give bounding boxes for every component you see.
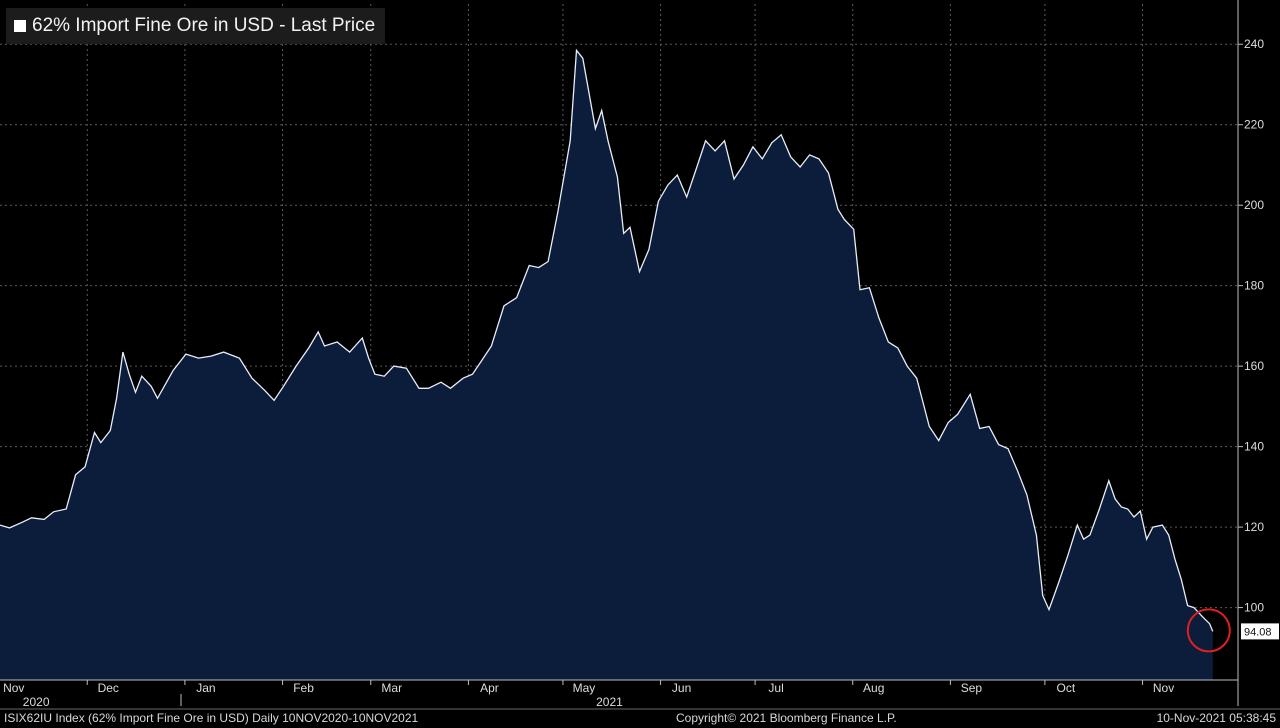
y-tick-label: 160 (1244, 359, 1264, 373)
x-tick-label: Dec (98, 681, 119, 695)
x-tick-label: Feb (293, 681, 314, 695)
x-tick-label: Aug (863, 681, 884, 695)
last-price-badge (1241, 623, 1279, 640)
highlight-circle (1186, 608, 1231, 653)
y-tick-label: 100 (1244, 601, 1264, 615)
y-tick-label: 240 (1244, 37, 1264, 51)
footer-index-info: ISIX62IU Index (62% Import Fine Ore in U… (4, 711, 419, 725)
y-tick-label: 220 (1244, 118, 1264, 132)
y-axis-ticks: 100 120 140 160 180 200 220 240 (1238, 37, 1264, 615)
x-tick-label: Nov (1153, 681, 1174, 695)
price-line (0, 48, 1214, 632)
footer-timestamp: 10-Nov-2021 05:38:45 (1156, 711, 1276, 725)
x-year-label: 2021 (596, 695, 623, 709)
y-tick-label: 120 (1244, 520, 1264, 534)
x-tick-label: Jun (672, 681, 691, 695)
price-area (0, 50, 1213, 681)
x-tick-label: Mar (381, 681, 402, 695)
x-tick-label: Jan (196, 681, 215, 695)
x-tick-label: Apr (480, 681, 499, 695)
legend-swatch (14, 20, 26, 32)
y-tick-label: 180 (1244, 279, 1264, 293)
footer-copyright: Copyright© 2021 Bloomberg Finance L.P. (676, 711, 897, 725)
x-axis-ticks: Nov Dec Jan Feb Mar Apr May Jun Jul Aug Sep Oct Nov2… (3, 680, 1174, 709)
chart-axes (0, 0, 1280, 710)
last-price-marker: 94.08 (1241, 623, 1279, 640)
x-tick-label: Jul (768, 681, 783, 695)
x-tick-label: Oct (1057, 681, 1076, 695)
y-tick-label: 140 (1244, 440, 1264, 454)
x-tick-label: May (573, 681, 596, 695)
y-tick-label: 200 (1244, 198, 1264, 212)
x-year-label: 2020 (23, 695, 50, 709)
x-tick-label: Sep (961, 681, 983, 695)
last-price-label: 94.08 (1244, 626, 1272, 638)
legend-label: 62% Import Fine Ore in USD - Last Price (32, 15, 376, 36)
x-tick-label: Nov (3, 681, 24, 695)
legend: 62% Import Fine Ore in USD - Last Price (6, 8, 386, 44)
